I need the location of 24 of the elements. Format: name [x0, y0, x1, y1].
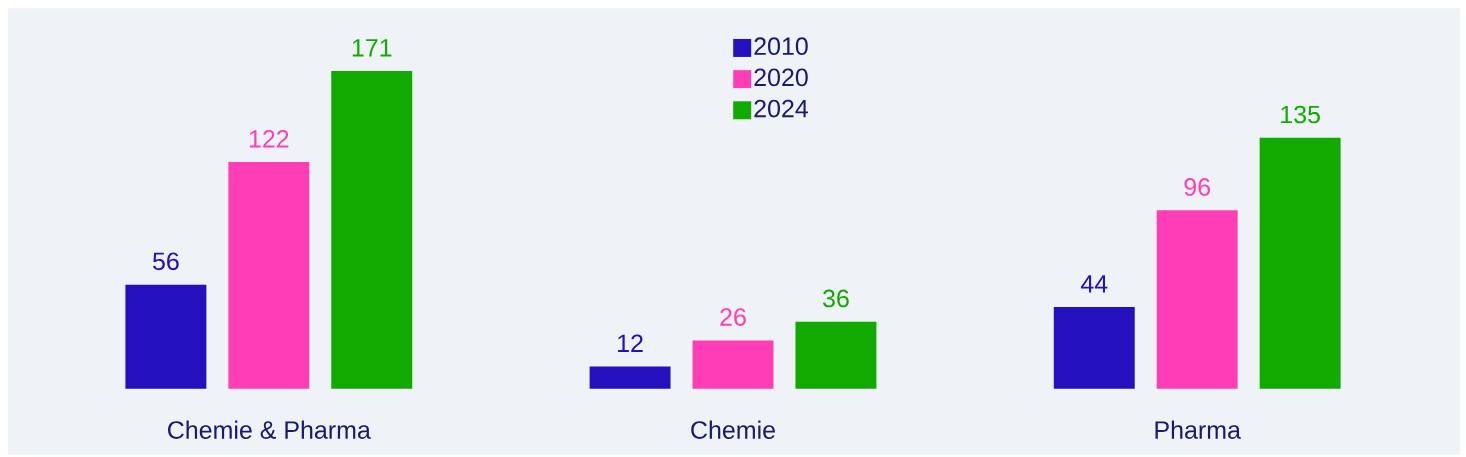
- data-label: 122: [249, 130, 289, 148]
- bar: [589, 366, 671, 389]
- legend-label: 2024: [754, 99, 809, 118]
- data-label: 56: [152, 252, 179, 271]
- bar: [1259, 138, 1341, 389]
- data-label: 36: [823, 289, 849, 308]
- bar: [692, 340, 774, 389]
- x-tick-label: Chemie: [691, 420, 775, 440]
- legend-label: 2020: [754, 68, 808, 87]
- data-label: 12: [618, 334, 643, 353]
- bar: [795, 321, 877, 389]
- data-label: 44: [1080, 275, 1108, 293]
- bar: [125, 284, 207, 389]
- data-label: 96: [1184, 178, 1210, 196]
- bar: [1156, 210, 1238, 389]
- legend-label: 2010: [754, 37, 808, 56]
- data-label: 26: [720, 308, 746, 327]
- bar: [331, 71, 413, 389]
- data-label: 135: [1281, 105, 1320, 124]
- bar: [1053, 307, 1135, 389]
- x-tick-label: Chemie & Pharma: [168, 420, 371, 440]
- x-tick-label: Pharma: [1155, 420, 1241, 440]
- data-label: 171: [352, 39, 392, 57]
- bar: [228, 162, 310, 389]
